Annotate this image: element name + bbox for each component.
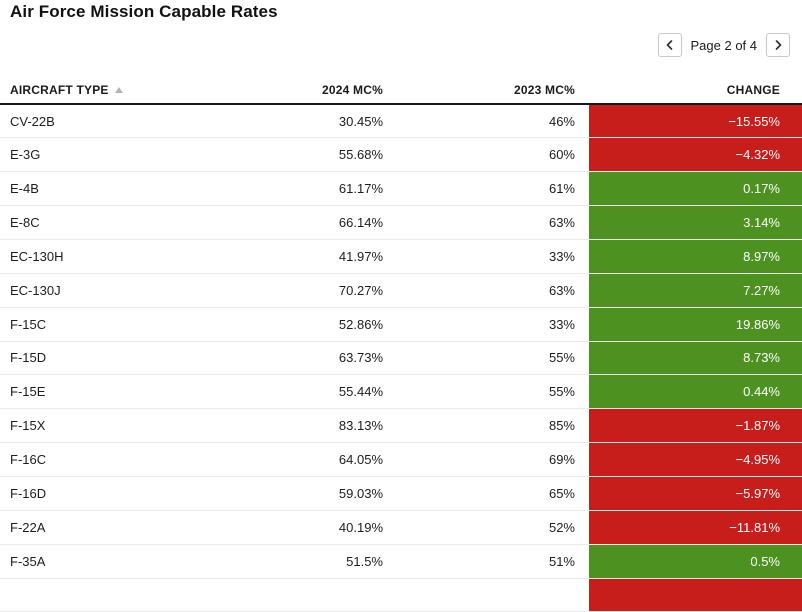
mc-2023-cell: 63% bbox=[383, 205, 589, 240]
mc-2023-cell: 69% bbox=[383, 442, 589, 477]
table-row-partial bbox=[0, 578, 802, 612]
aircraft-type-cell: F-16D bbox=[0, 476, 190, 511]
chevron-left-icon bbox=[664, 39, 676, 51]
change-cell: −1.87% bbox=[589, 408, 802, 444]
table-row: F-15X 83.13% 85% −1.87% bbox=[0, 408, 802, 444]
column-header-change[interactable]: CHANGE bbox=[589, 76, 802, 105]
change-cell: −4.32% bbox=[589, 137, 802, 173]
mc-2023-cell: 63% bbox=[383, 273, 589, 308]
mc-2024-cell: 40.19% bbox=[190, 510, 383, 545]
mc-2024-cell: 51.5% bbox=[190, 544, 383, 579]
change-cell: −5.97% bbox=[589, 476, 802, 511]
aircraft-type-cell: F-16C bbox=[0, 442, 190, 477]
aircraft-type-cell: F-15C bbox=[0, 307, 190, 342]
partial-cell bbox=[190, 578, 383, 612]
mc-2023-cell: 55% bbox=[383, 374, 589, 410]
change-cell: 0.44% bbox=[589, 374, 802, 410]
aircraft-type-cell: E-4B bbox=[0, 171, 190, 207]
change-cell bbox=[589, 578, 802, 612]
aircraft-type-cell: E-8C bbox=[0, 205, 190, 240]
change-cell: 8.97% bbox=[589, 239, 802, 274]
partial-cell bbox=[383, 578, 589, 612]
mc-2023-cell: 55% bbox=[383, 341, 589, 376]
prev-page-button[interactable] bbox=[657, 33, 682, 57]
pagination: Page 2 of 4 bbox=[657, 33, 790, 57]
mc-2023-cell: 85% bbox=[383, 408, 589, 444]
aircraft-type-cell: EC-130J bbox=[0, 273, 190, 308]
mc-2024-cell: 52.86% bbox=[190, 307, 383, 342]
mc-2023-cell: 65% bbox=[383, 476, 589, 511]
mc-2023-cell: 46% bbox=[383, 104, 589, 139]
mc-2023-cell: 52% bbox=[383, 510, 589, 545]
table-row: F-15C 52.86% 33% 19.86% bbox=[0, 307, 802, 342]
mc-2023-cell: 60% bbox=[383, 137, 589, 173]
table-row: F-16D 59.03% 65% −5.97% bbox=[0, 476, 802, 511]
table-row: F-16C 64.05% 69% −4.95% bbox=[0, 442, 802, 477]
aircraft-type-cell: F-22A bbox=[0, 510, 190, 545]
table-row: F-15D 63.73% 55% 8.73% bbox=[0, 341, 802, 376]
mc-2023-cell: 51% bbox=[383, 544, 589, 579]
change-cell: −15.55% bbox=[589, 104, 802, 139]
change-cell: 3.14% bbox=[589, 205, 802, 240]
change-cell: −11.81% bbox=[589, 510, 802, 545]
aircraft-type-cell: F-15D bbox=[0, 341, 190, 376]
change-cell: 8.73% bbox=[589, 341, 802, 376]
column-header-2024-mc[interactable]: 2024 MC% bbox=[190, 76, 383, 105]
aircraft-type-cell: F-15X bbox=[0, 408, 190, 444]
aircraft-type-cell: F-15E bbox=[0, 374, 190, 410]
table-row: F-22A 40.19% 52% −11.81% bbox=[0, 510, 802, 545]
table-body: CV-22B 30.45% 46% −15.55% E-3G 55.68% 60% −4.32… bbox=[0, 104, 802, 612]
table-row: F-35A 51.5% 51% 0.5% bbox=[0, 544, 802, 579]
table-row: CV-22B 30.45% 46% −15.55% bbox=[0, 104, 802, 139]
mc-2024-cell: 61.17% bbox=[190, 171, 383, 207]
mission-capable-table: AIRCRAFT TYPE 2024 MC% 2023 MC% CHANGE C… bbox=[0, 76, 802, 612]
change-cell: 0.5% bbox=[589, 544, 802, 579]
mc-2024-cell: 41.97% bbox=[190, 239, 383, 274]
mc-2024-cell: 30.45% bbox=[190, 104, 383, 139]
column-header-aircraft-type[interactable]: AIRCRAFT TYPE bbox=[0, 76, 190, 105]
mc-2024-cell: 66.14% bbox=[190, 205, 383, 240]
table-row: EC-130J 70.27% 63% 7.27% bbox=[0, 273, 802, 308]
mc-2024-cell: 64.05% bbox=[190, 442, 383, 477]
change-cell: 7.27% bbox=[589, 273, 802, 308]
table-header-row: AIRCRAFT TYPE 2024 MC% 2023 MC% CHANGE bbox=[0, 76, 802, 105]
page-title: Air Force Mission Capable Rates bbox=[10, 2, 278, 21]
next-page-button[interactable] bbox=[766, 33, 790, 57]
mc-2023-cell: 61% bbox=[383, 171, 589, 207]
table-row: E-4B 61.17% 61% 0.17% bbox=[0, 171, 802, 207]
table-row: E-3G 55.68% 60% −4.32% bbox=[0, 137, 802, 173]
mc-2024-cell: 83.13% bbox=[190, 408, 383, 444]
page-indicator: Page 2 of 4 bbox=[690, 37, 758, 53]
change-cell: 19.86% bbox=[589, 307, 802, 342]
table-row: EC-130H 41.97% 33% 8.97% bbox=[0, 239, 802, 274]
aircraft-type-cell: F-35A bbox=[0, 544, 190, 579]
aircraft-type-cell: EC-130H bbox=[0, 239, 190, 274]
aircraft-type-cell: E-3G bbox=[0, 137, 190, 173]
aircraft-type-cell: CV-22B bbox=[0, 104, 190, 139]
mc-2024-cell: 70.27% bbox=[190, 273, 383, 308]
chevron-right-icon bbox=[772, 39, 784, 51]
mc-2024-cell: 59.03% bbox=[190, 476, 383, 511]
change-cell: −4.95% bbox=[589, 442, 802, 477]
table-row: F-15E 55.44% 55% 0.44% bbox=[0, 374, 802, 410]
table-row: E-8C 66.14% 63% 3.14% bbox=[0, 205, 802, 240]
partial-cell bbox=[0, 578, 190, 612]
change-cell: 0.17% bbox=[589, 171, 802, 207]
mc-2024-cell: 55.44% bbox=[190, 374, 383, 410]
column-header-2023-mc[interactable]: 2023 MC% bbox=[383, 76, 589, 105]
mc-2023-cell: 33% bbox=[383, 307, 589, 342]
mc-2023-cell: 33% bbox=[383, 239, 589, 274]
sort-ascending-icon bbox=[114, 86, 123, 93]
mc-2024-cell: 63.73% bbox=[190, 341, 383, 376]
mc-2024-cell: 55.68% bbox=[190, 137, 383, 173]
